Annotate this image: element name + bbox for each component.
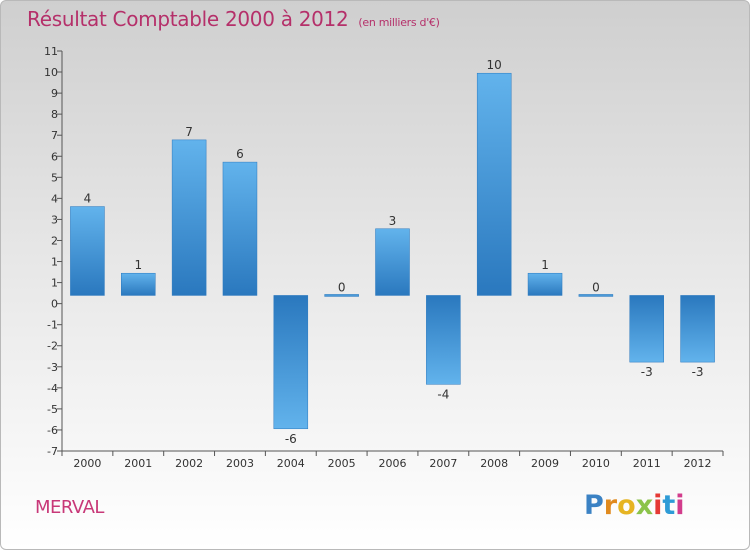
bars — [70, 72, 715, 430]
y-tick-label: -4 — [47, 382, 58, 395]
y-tick-label: -7 — [47, 445, 58, 458]
x-tick-label: 2002 — [175, 457, 203, 470]
x-tick-label: 2009 — [531, 457, 559, 470]
bar-2002[interactable] — [171, 139, 207, 296]
x-tick-label: 2012 — [684, 457, 712, 470]
bar-2003[interactable] — [222, 161, 258, 296]
x-tick-label: 2004 — [277, 457, 305, 470]
chart-title: Résultat Comptable 2000 à 2012 (en millie… — [27, 7, 440, 31]
bar-2001[interactable] — [121, 272, 156, 296]
x-tick-label: 2001 — [124, 457, 152, 470]
y-tick-label: 0 — [51, 298, 58, 311]
data-label-2000: 4 — [84, 192, 92, 206]
x-tick-label: 2011 — [633, 457, 661, 470]
bar-2010[interactable] — [578, 294, 614, 297]
y-tick-label: -1 — [47, 319, 58, 332]
logo-letter: i — [653, 490, 663, 521]
y-tick-label: 11 — [44, 45, 58, 58]
y-tick-label: 1 — [51, 256, 58, 269]
y-tick-label: -2 — [47, 340, 58, 353]
data-label-2004: -6 — [285, 432, 297, 446]
y-tick-label: 9 — [51, 87, 58, 100]
y-tick-label: 1 — [51, 277, 58, 290]
y-tick-label: 4 — [51, 192, 58, 205]
logo-letter: x — [635, 490, 654, 521]
data-label-2001: 1 — [134, 258, 142, 272]
data-label-2012: -3 — [692, 365, 704, 379]
y-tick-label: 10 — [44, 66, 58, 79]
bar-2012[interactable] — [680, 295, 715, 363]
logo-letter: i — [675, 490, 685, 521]
logo-letter: P — [584, 490, 604, 521]
bar-2000[interactable] — [70, 206, 105, 296]
logo-letter: t — [662, 490, 676, 521]
bar-2005[interactable] — [324, 294, 359, 297]
commune-name: MERVAL — [35, 497, 104, 518]
data-label-2011: -3 — [641, 365, 653, 379]
chart-subtitle: (en milliers d'€) — [358, 16, 440, 29]
bar-2009[interactable] — [527, 272, 563, 296]
data-label-2005: 0 — [338, 280, 346, 294]
bar-2006[interactable] — [375, 228, 410, 296]
y-tick-label: -3 — [47, 361, 58, 374]
data-label-2008: 10 — [487, 58, 502, 72]
y-tick-label: 7 — [51, 129, 58, 142]
x-tick-label: 2003 — [226, 457, 254, 470]
y-tick-label: 8 — [51, 108, 58, 121]
y-tick-label: 5 — [51, 171, 58, 184]
data-label-2009: 1 — [541, 258, 549, 272]
data-label-2003: 6 — [236, 147, 244, 161]
x-tick-label: 2010 — [582, 457, 610, 470]
x-tick-label: 2005 — [328, 457, 356, 470]
x-tick-label: 2007 — [429, 457, 457, 470]
bar-2004[interactable] — [273, 295, 309, 430]
bar-2007[interactable] — [426, 295, 461, 385]
y-tick-label: 6 — [51, 150, 58, 163]
x-tick-label: 2006 — [379, 457, 407, 470]
bar-2008[interactable] — [476, 72, 512, 296]
x-tick-label: 2000 — [73, 457, 101, 470]
data-label-2002: 7 — [185, 125, 193, 139]
y-tick-label: 3 — [51, 213, 58, 226]
data-label-2007: -4 — [437, 387, 449, 401]
proxiti-logo[interactable]: Proxiti — [584, 490, 685, 521]
chart-title-text: Résultat Comptable 2000 à 2012 — [27, 7, 349, 31]
logo-letter: r — [603, 490, 618, 521]
data-label-2006: 3 — [389, 214, 397, 228]
y-tick-label: 2 — [51, 234, 58, 247]
x-tick-label: 2008 — [480, 457, 508, 470]
y-tick-label: -6 — [47, 424, 58, 437]
data-label-2010: 0 — [592, 280, 600, 294]
x-axis: 2000 2001 2002 2003 2004 2005 2006 2007 2008 2009… — [61, 450, 724, 470]
y-tick-label: -5 — [47, 403, 58, 416]
logo-letter: o — [617, 490, 636, 521]
bar-2011[interactable] — [629, 295, 664, 363]
